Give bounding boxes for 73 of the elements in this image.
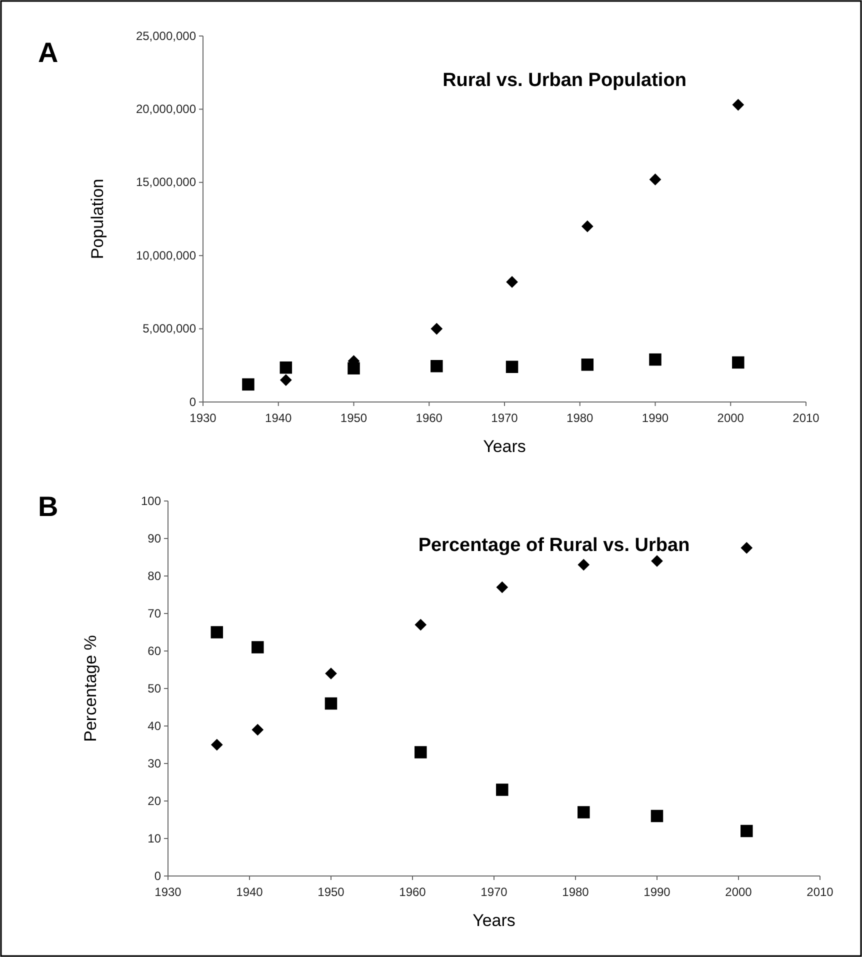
- y-tick-label: 70: [148, 606, 162, 620]
- y-axis-title: Percentage %: [81, 635, 100, 742]
- x-tick-label: 1950: [340, 411, 368, 426]
- x-tick-label: 1950: [318, 885, 345, 900]
- x-tick-label: 2010: [792, 411, 820, 426]
- point: [650, 810, 664, 822]
- x-tick-label: 1960: [399, 885, 426, 900]
- x-tick-label: 2010: [806, 885, 834, 900]
- point: [578, 806, 590, 818]
- y-tick-label: 50: [148, 681, 162, 696]
- y-tick-label: 80: [148, 568, 162, 583]
- text: Percentage of Rural vs. Urban: [418, 535, 690, 556]
- y-tick-label: 90: [148, 531, 162, 546]
- point: [210, 738, 223, 751]
- x-tick-label: 1970: [491, 411, 518, 426]
- point: [506, 276, 518, 288]
- x-tick-label: 2000: [717, 411, 744, 426]
- point: [581, 220, 594, 232]
- point: [651, 555, 663, 567]
- text: A: [38, 37, 58, 68]
- point: [242, 378, 254, 391]
- y-tick-label: 30: [148, 756, 162, 770]
- x-tick-label: 1980: [566, 411, 594, 426]
- y-tick-label: 25,000,000: [136, 28, 196, 43]
- point: [496, 784, 508, 796]
- y-tick-label: 15,000,000: [136, 175, 196, 190]
- x-tick-label: 1940: [236, 885, 264, 900]
- y-tick-label: 0: [189, 394, 196, 409]
- point: [348, 362, 360, 374]
- point: [325, 668, 337, 680]
- x-axis-title: Years: [483, 437, 526, 456]
- point: [414, 618, 427, 631]
- point: [732, 356, 744, 369]
- x-axis-title: Years: [472, 911, 516, 930]
- text: Rural vs. Urban Population: [442, 70, 686, 91]
- x-tick-label: 1980: [562, 885, 590, 900]
- y-tick-label: 20,000,000: [136, 102, 196, 116]
- x-tick-label: 2000: [725, 885, 752, 900]
- point: [324, 697, 338, 710]
- point: [430, 322, 443, 335]
- point: [210, 626, 224, 638]
- point: [578, 558, 590, 571]
- point: [430, 360, 443, 372]
- x-tick-label: 1990: [642, 411, 669, 426]
- point: [252, 641, 264, 654]
- point: [732, 98, 744, 111]
- y-tick-label: 20: [148, 794, 162, 808]
- y-tick-label: 10,000,000: [136, 248, 196, 262]
- x-tick-label: 1930: [154, 885, 182, 900]
- point: [496, 581, 508, 594]
- point: [280, 361, 292, 374]
- text: B: [38, 491, 58, 522]
- x-tick-label: 1960: [416, 411, 443, 426]
- y-tick-label: 10: [148, 831, 162, 846]
- y-tick-label: 60: [148, 644, 162, 658]
- y-tick-label: 0: [154, 868, 162, 883]
- x-tick-label: 1990: [644, 885, 671, 900]
- point: [649, 353, 662, 366]
- y-tick-label: 100: [140, 494, 162, 508]
- x-tick-label: 1970: [480, 885, 508, 900]
- point: [740, 542, 753, 554]
- y-tick-label: 40: [148, 718, 162, 733]
- point: [252, 724, 264, 736]
- y-axis-title: Population: [88, 178, 107, 260]
- point: [506, 360, 518, 373]
- x-tick-label: 1930: [190, 411, 217, 426]
- point: [581, 358, 594, 371]
- point: [649, 174, 662, 186]
- x-tick-label: 1940: [265, 411, 292, 426]
- point: [414, 746, 427, 758]
- y-tick-label: 5,000,000: [142, 322, 196, 336]
- point: [280, 374, 292, 386]
- point: [740, 824, 753, 838]
